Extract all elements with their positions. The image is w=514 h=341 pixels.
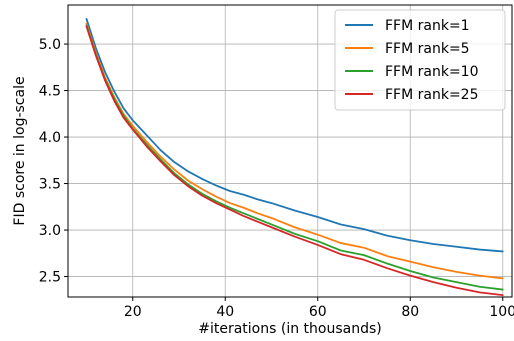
legend-label-4: FFM rank=25 bbox=[385, 87, 479, 103]
legend: FFM rank=1 FFM rank=5 FFM rank=10 FFM rank=… bbox=[334, 9, 506, 111]
x-tick-label: 100 bbox=[489, 304, 514, 320]
legend-label-1: FFM rank=1 bbox=[385, 18, 470, 34]
y-tick-label: 2.5 bbox=[39, 270, 61, 286]
series-line-3 bbox=[85, 24, 504, 291]
y-tick-label: 4.5 bbox=[39, 84, 61, 100]
axis-ticks: 20 40 60 80 100 2.5 3.0 3.5 4.0 4.5 5.0 bbox=[39, 37, 514, 320]
y-tick-label: 4.0 bbox=[39, 130, 61, 146]
series-line-2 bbox=[85, 22, 504, 280]
y-axis-label: FID score in log-scale bbox=[12, 76, 28, 225]
series-line-1 bbox=[85, 18, 504, 253]
x-axis-label: #iterations (in thousands) bbox=[198, 321, 381, 337]
legend-box bbox=[334, 9, 506, 111]
x-tick-label: 40 bbox=[216, 304, 234, 320]
plot-frame bbox=[67, 4, 513, 298]
legend-label-3: FFM rank=10 bbox=[385, 64, 479, 80]
series-lines bbox=[85, 18, 504, 297]
series-line-4 bbox=[85, 25, 504, 297]
legend-label-2: FFM rank=5 bbox=[385, 41, 470, 57]
x-tick-label: 20 bbox=[124, 304, 142, 320]
x-tick-label: 80 bbox=[401, 304, 419, 320]
y-tick-label: 3.5 bbox=[39, 177, 61, 193]
y-tick-label: 5.0 bbox=[39, 37, 61, 53]
y-tick-label: 3.0 bbox=[39, 223, 61, 239]
x-tick-label: 60 bbox=[309, 304, 327, 320]
